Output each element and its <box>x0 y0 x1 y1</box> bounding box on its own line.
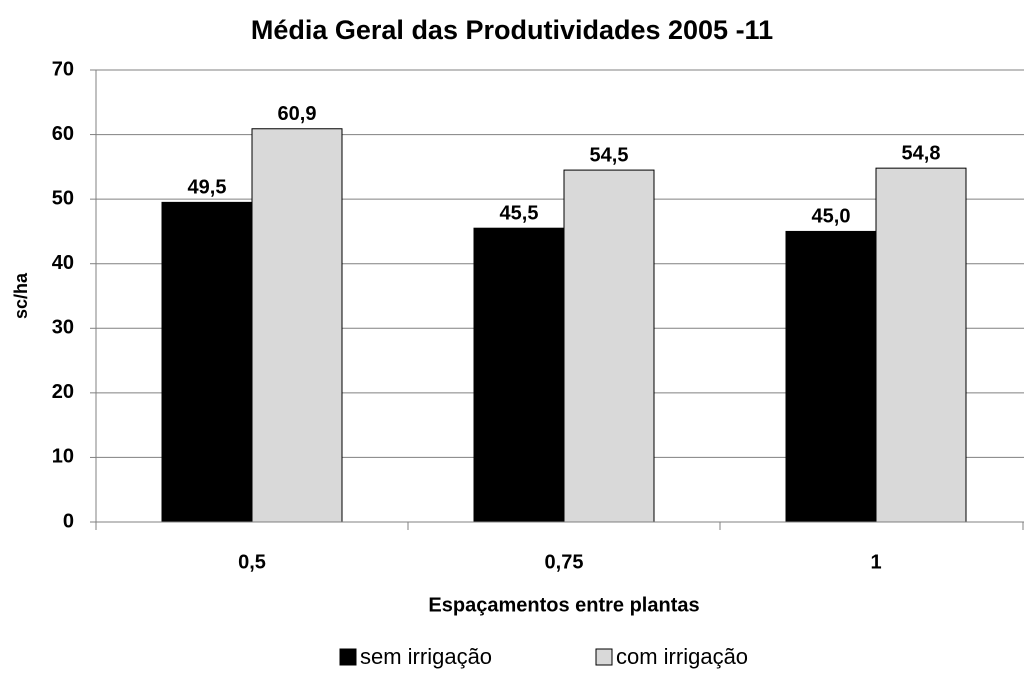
value-label: 54,8 <box>902 142 941 164</box>
legend-swatch <box>595 648 613 666</box>
y-tick-label: 70 <box>52 58 74 80</box>
value-label: 54,5 <box>590 144 629 166</box>
y-tick-label: 0 <box>63 510 74 532</box>
x-tick-label: 1 <box>870 551 881 573</box>
y-axis-title: sc/ha <box>11 272 31 319</box>
legend-swatch <box>339 648 357 666</box>
bar <box>563 169 655 523</box>
value-label: 45,5 <box>500 202 539 224</box>
x-tick-label: 0,75 <box>545 551 584 573</box>
y-tick-label: 60 <box>52 123 74 145</box>
value-label: 45,0 <box>812 206 851 228</box>
bar <box>875 167 967 523</box>
bar <box>785 230 877 523</box>
legend-label: sem irrigação <box>360 644 492 669</box>
chart-title: Média Geral das Produtividades 2005 -11 <box>251 15 773 45</box>
legend-label: com irrigação <box>616 644 748 669</box>
y-tick-label: 50 <box>52 187 74 209</box>
x-axis-title: Espaçamentos entre plantas <box>428 594 699 616</box>
value-label: 49,5 <box>188 177 227 199</box>
y-tick-label: 10 <box>52 446 74 468</box>
value-label: 60,9 <box>278 103 317 125</box>
bar <box>161 201 253 523</box>
y-tick-label: 30 <box>52 317 74 339</box>
x-tick-label: 0,5 <box>238 551 266 573</box>
bar <box>251 128 343 523</box>
y-tick-label: 20 <box>52 381 74 403</box>
y-tick-label: 40 <box>52 252 74 274</box>
bar <box>473 227 565 523</box>
